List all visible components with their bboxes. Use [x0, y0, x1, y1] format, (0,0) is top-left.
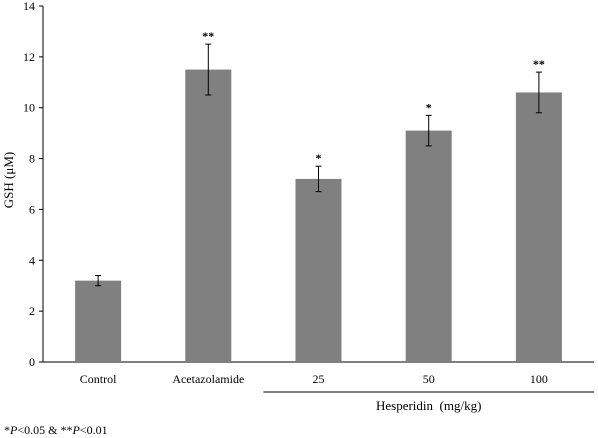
x-category-label: 25 [313, 372, 325, 386]
y-tick-label: 6 [29, 202, 35, 216]
bar-control [75, 280, 122, 362]
bars [75, 69, 562, 363]
bar-25 [295, 178, 342, 362]
x-axis-labels: Control Acetazolamide 25 50 100 [80, 372, 548, 386]
y-tick-label: 10 [23, 101, 35, 115]
y-axis-label: GSH (μM) [1, 152, 16, 208]
bar-acetazolamide [185, 69, 232, 363]
x-category-label: Control [80, 372, 117, 386]
y-tick-label: 8 [29, 152, 35, 166]
significance-footnote: *P<0.05 & **P<0.01 [4, 423, 108, 437]
x-category-label: 50 [423, 372, 435, 386]
significance-marker: * [426, 100, 432, 114]
significance-marker: * [316, 151, 322, 165]
y-tick-label: 0 [29, 355, 35, 369]
bar-50 [405, 130, 452, 362]
y-tick-label: 14 [23, 0, 35, 13]
bar-100 [515, 92, 562, 362]
significance-marker: ** [533, 57, 545, 71]
y-tick-label: 12 [23, 50, 35, 64]
x-category-label: 100 [530, 372, 548, 386]
x-category-label: Acetazolamide [172, 372, 244, 386]
error-bars [95, 43, 542, 287]
significance-marker: ** [202, 29, 214, 43]
y-tick-label: 2 [29, 304, 35, 318]
y-tick-label: 4 [29, 253, 35, 267]
significance-markers: ****** [202, 29, 545, 165]
hesperidin-group-label: Hesperidin (mg/kg) [376, 398, 481, 413]
